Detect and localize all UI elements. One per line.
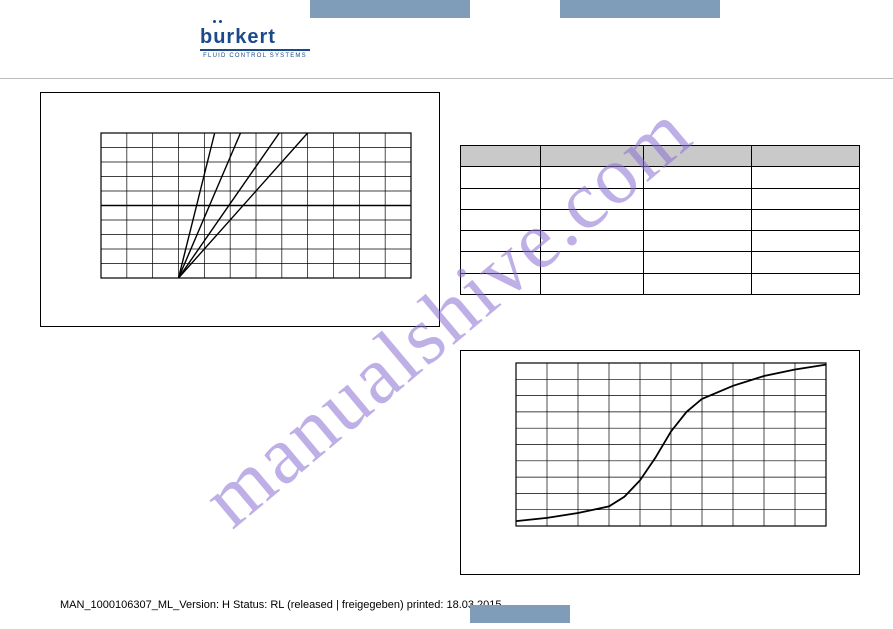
table-cell [541,231,644,251]
table-row [461,210,859,231]
table-cell [752,146,859,166]
table-row [461,274,859,294]
table-cell [541,167,644,187]
table-cell [461,274,541,294]
table-cell [644,167,751,187]
table-cell [541,210,644,230]
table-cell [752,210,859,230]
table-cell [461,210,541,230]
table-row [461,231,859,252]
table-cell [541,274,644,294]
table-cell [461,189,541,209]
table-cell [752,167,859,187]
table-cell [541,189,644,209]
table-cell [644,231,751,251]
header-bar-right [560,0,720,18]
footer-metadata: MAN_1000106307_ML_Version: H Status: RL … [60,599,502,611]
kv-chart-svg [41,93,441,328]
table-row [461,167,859,188]
table-cell [752,274,859,294]
table-row [461,189,859,210]
logo-umlaut-icon [213,20,222,23]
table-row [461,252,859,273]
table-cell [461,231,541,251]
table-row [461,146,859,167]
logo-main-text: burkert [200,26,276,48]
table-cell [541,252,644,272]
table-cell [461,167,541,187]
table-cell [752,231,859,251]
table-cell [461,146,541,166]
table-cell [752,189,859,209]
table-cell [644,252,751,272]
table-cell [644,146,751,166]
brand-logo: burkert FLUID CONTROL SYSTEMS [200,26,310,59]
logo-subtitle: FLUID CONTROL SYSTEMS [200,53,310,59]
table-cell [644,210,751,230]
flow-characteristic-chart [460,350,860,575]
table-cell [752,252,859,272]
flow-chart-svg [461,351,861,576]
logo-divider [200,49,310,51]
kv-table [460,145,860,295]
table-cell [644,274,751,294]
footer-page-bar [470,605,570,623]
header-bar-left [310,0,470,18]
table-cell [461,252,541,272]
kv-chart [40,92,440,327]
table-cell [541,146,644,166]
logo-text: burkert [200,26,310,49]
header-divider [0,78,893,79]
table-cell [644,189,751,209]
